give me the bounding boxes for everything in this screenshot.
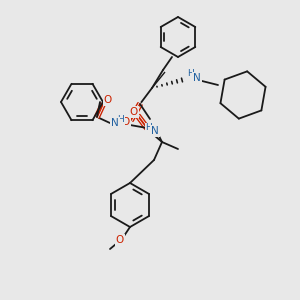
Text: N: N: [151, 126, 159, 136]
Text: O: O: [116, 235, 124, 245]
Text: O: O: [122, 117, 130, 127]
Text: H: H: [146, 124, 152, 133]
Text: N: N: [193, 73, 201, 83]
Text: N: N: [111, 118, 119, 128]
Polygon shape: [152, 72, 165, 88]
Text: O: O: [104, 95, 112, 105]
Text: O: O: [130, 107, 138, 117]
Text: H: H: [188, 70, 194, 79]
Text: H: H: [118, 116, 124, 124]
